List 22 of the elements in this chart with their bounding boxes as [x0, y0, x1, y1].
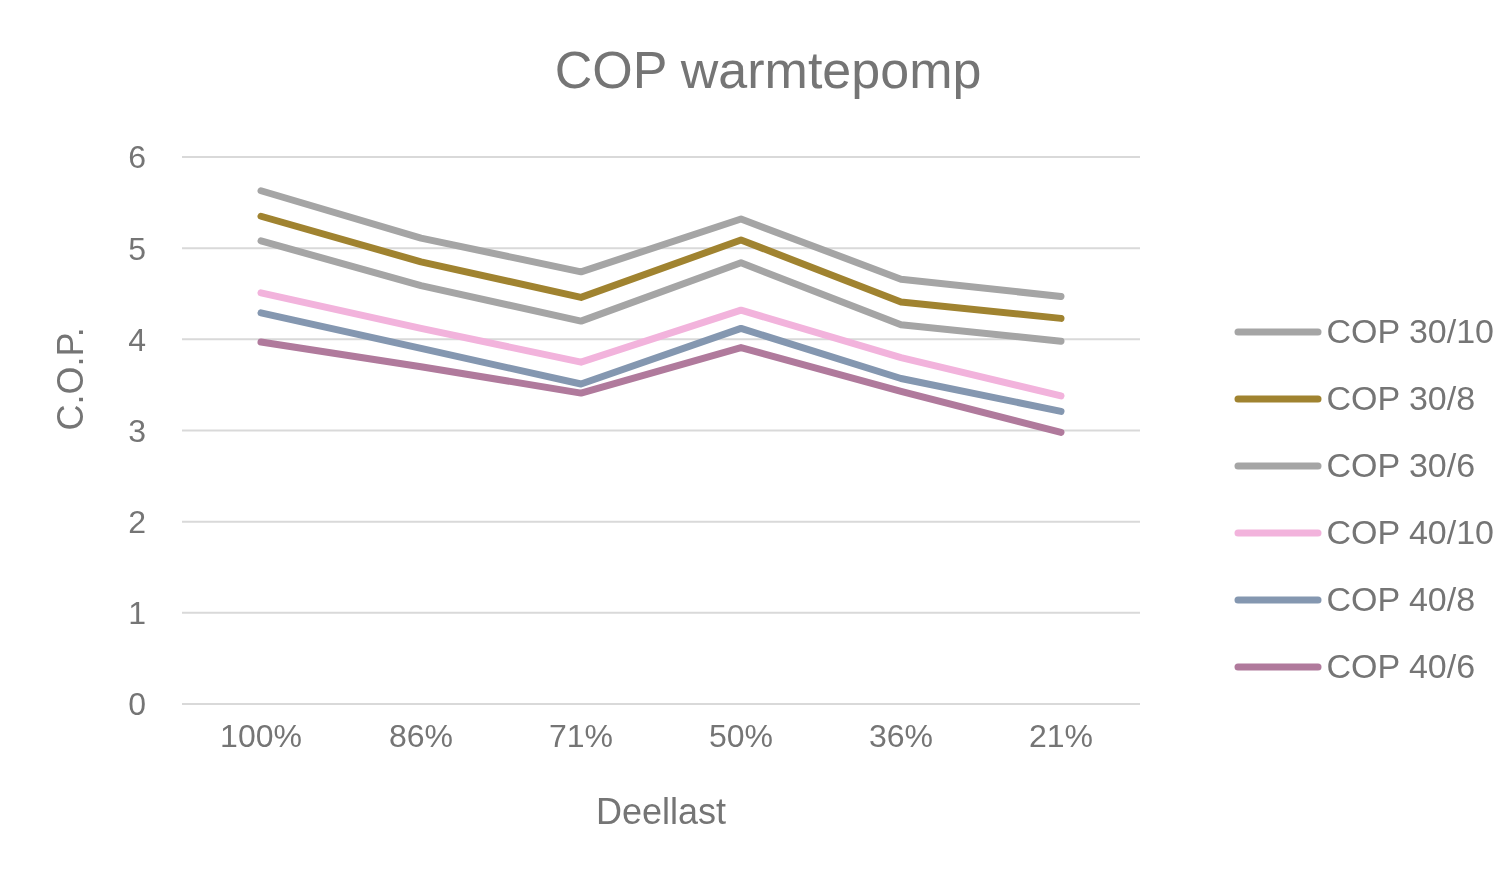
legend-label: COP 30/8 — [1326, 379, 1476, 418]
y-tick-label: 1 — [128, 595, 146, 632]
chart-title: COP warmtepomp — [553, 40, 983, 100]
y-tick-label: 0 — [128, 686, 146, 723]
legend-label: COP 30/10 — [1326, 312, 1494, 351]
x-axis-title: Deellast — [595, 791, 727, 832]
legend-label: COP 40/8 — [1326, 580, 1476, 619]
x-tick-label: 86% — [388, 717, 454, 754]
x-tick-label: 21% — [1028, 717, 1094, 754]
y-axis-title: C.O.P. — [49, 327, 91, 431]
legend-label: COP 40/10 — [1326, 513, 1494, 552]
y-tick-label: 5 — [128, 230, 146, 267]
y-tick-label: 4 — [128, 321, 146, 358]
x-tick-label: 50% — [708, 717, 774, 754]
legend-label: COP 40/6 — [1326, 647, 1476, 686]
y-tick-label: 3 — [128, 412, 146, 449]
x-tick-label: 100% — [220, 717, 302, 754]
y-tick-label: 2 — [128, 504, 146, 541]
x-tick-label: 36% — [868, 717, 934, 754]
legend-label: COP 30/6 — [1326, 446, 1476, 485]
y-tick-label: 6 — [128, 139, 146, 176]
x-tick-label: 71% — [548, 717, 614, 754]
